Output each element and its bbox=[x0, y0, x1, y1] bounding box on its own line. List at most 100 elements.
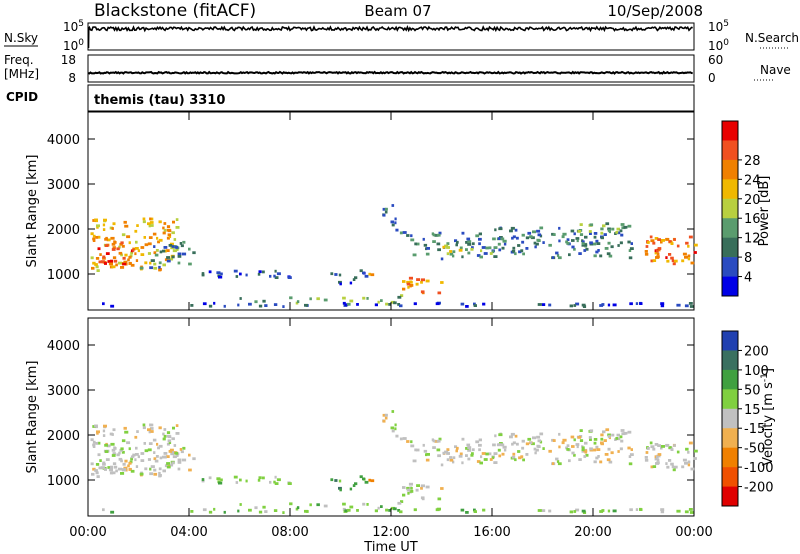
velocity-cell bbox=[190, 510, 194, 513]
power-cell bbox=[147, 242, 152, 246]
velocity-cell bbox=[446, 448, 450, 451]
velocity-cell bbox=[179, 448, 183, 451]
velocity-cell bbox=[500, 443, 505, 447]
y-tick-label: 3000 bbox=[47, 384, 80, 399]
power-cell bbox=[454, 239, 458, 243]
power-cell bbox=[517, 244, 521, 247]
power-cell bbox=[684, 255, 688, 259]
velocity-colorbar: 200 100 50 15 -15 -50 -100 -200 bbox=[721, 330, 774, 507]
power-cell bbox=[122, 262, 127, 266]
power-cell bbox=[163, 222, 167, 225]
power-cell bbox=[287, 276, 292, 279]
velocity-cell bbox=[520, 455, 524, 459]
power-cell bbox=[548, 243, 552, 247]
velocity-cell bbox=[96, 431, 99, 435]
velocity-cell bbox=[342, 502, 346, 506]
power-cell bbox=[583, 243, 588, 247]
velocity-cell bbox=[148, 430, 151, 434]
velocity-cell bbox=[168, 441, 172, 444]
velocity-cell bbox=[99, 459, 102, 462]
velocity-cell bbox=[233, 475, 238, 479]
velocity-cell bbox=[92, 425, 96, 428]
velocity-cell bbox=[437, 497, 442, 501]
velocity-cell bbox=[394, 423, 397, 427]
power-cell bbox=[258, 270, 262, 274]
power-cell bbox=[366, 297, 369, 300]
power-cell bbox=[395, 228, 399, 232]
velocity-cell bbox=[274, 475, 277, 479]
velocity-cell bbox=[261, 476, 265, 480]
velocity-cell bbox=[171, 437, 175, 441]
velocity-cell bbox=[176, 454, 179, 457]
power-cell bbox=[657, 238, 661, 241]
power-cell bbox=[92, 234, 96, 238]
nsky-trace-line bbox=[87, 24, 693, 49]
velocity-cell bbox=[575, 443, 580, 446]
y-tick-label: 2000 bbox=[47, 223, 80, 238]
power-cell bbox=[512, 246, 516, 250]
velocity-cell bbox=[497, 448, 501, 452]
velocity-cell bbox=[644, 458, 649, 462]
power-ylabel: Slant Range [km] bbox=[25, 155, 40, 268]
velocity-cell bbox=[95, 471, 99, 475]
power-cell bbox=[604, 247, 609, 250]
power-cbar-swatch bbox=[722, 140, 738, 161]
velocity-cell bbox=[223, 510, 226, 514]
power-cell bbox=[149, 221, 154, 224]
power-cell bbox=[166, 225, 171, 228]
power-cell bbox=[552, 256, 555, 259]
power-cell bbox=[583, 249, 587, 252]
velocity-cell bbox=[391, 429, 395, 433]
power-cell bbox=[654, 251, 657, 255]
x-tick-label: 00:00 bbox=[675, 525, 712, 540]
power-cell bbox=[95, 257, 100, 260]
power-cell bbox=[600, 231, 604, 235]
power-cell bbox=[166, 259, 171, 263]
power-cell bbox=[109, 259, 114, 263]
power-cell bbox=[304, 303, 308, 307]
power-cell bbox=[135, 259, 139, 262]
power-cell bbox=[354, 276, 358, 280]
velocity-cell bbox=[440, 463, 444, 467]
power-cell bbox=[471, 246, 474, 249]
velocity-cell bbox=[177, 467, 181, 471]
velocity-cell bbox=[109, 465, 114, 469]
velocity-cell bbox=[130, 469, 135, 473]
power-cell bbox=[628, 256, 633, 260]
velocity-cell bbox=[652, 465, 657, 468]
power-cell bbox=[96, 224, 100, 228]
velocity-cell bbox=[460, 508, 465, 512]
power-cell bbox=[262, 299, 266, 303]
velocity-cell bbox=[163, 434, 167, 438]
power-cell bbox=[629, 302, 633, 306]
velocity-cell bbox=[656, 458, 660, 462]
power-cell bbox=[136, 224, 139, 227]
velocity-cell bbox=[649, 441, 653, 445]
velocity-cell bbox=[665, 443, 669, 447]
velocity-cell bbox=[581, 509, 586, 513]
power-cell bbox=[518, 250, 522, 254]
freq-tick-bottom: 8 bbox=[68, 71, 76, 85]
power-cell bbox=[593, 254, 597, 258]
velocity-cell bbox=[158, 467, 162, 471]
velocity-cell bbox=[552, 462, 555, 465]
velocity-cell bbox=[436, 439, 441, 443]
power-cell bbox=[422, 237, 425, 241]
velocity-cell bbox=[188, 468, 192, 472]
power-cell bbox=[460, 302, 465, 306]
y-tick-label: 2000 bbox=[47, 429, 80, 444]
velocity-cell bbox=[518, 456, 522, 460]
velocity-cell bbox=[671, 465, 674, 469]
power-cell bbox=[342, 296, 346, 300]
power-cell bbox=[245, 273, 248, 277]
power-cell bbox=[615, 231, 619, 234]
velocity-cell bbox=[105, 458, 110, 461]
power-cell bbox=[612, 303, 617, 307]
power-cell bbox=[606, 252, 611, 256]
power-cell bbox=[436, 242, 441, 246]
velocity-cell bbox=[589, 429, 594, 433]
power-cell bbox=[593, 235, 597, 239]
power-cell bbox=[619, 241, 623, 245]
velocity-cell bbox=[551, 438, 555, 442]
velocity-cbar-swatch bbox=[722, 486, 738, 507]
